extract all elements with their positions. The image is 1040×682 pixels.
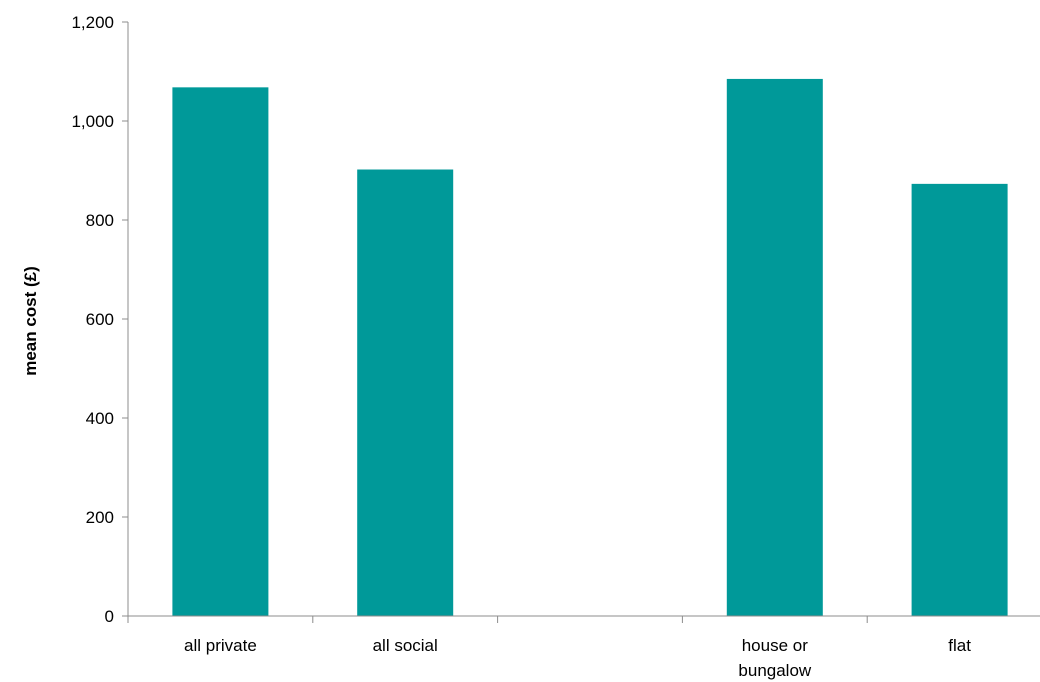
y-ticks: 0 200 400 600 800 1,000 1,200 — [71, 13, 128, 626]
bar — [726, 78, 823, 617]
x-tick-label: all social — [373, 636, 438, 655]
y-axis-title-group: mean cost (£) — [21, 266, 40, 376]
x-tick-label: bungalow — [738, 661, 812, 680]
bar — [911, 183, 1008, 617]
y-tick-label: 0 — [105, 607, 114, 626]
y-tick-label: 800 — [86, 211, 114, 230]
x-ticks: all private all social house or bungalow fla… — [127, 616, 971, 680]
x-tick-label: flat — [948, 636, 971, 655]
y-tick-label: 1,000 — [71, 112, 114, 131]
bar — [357, 169, 454, 616]
x-tick-label: all private — [184, 636, 257, 655]
y-tick-label: 200 — [86, 508, 114, 527]
bar — [172, 87, 269, 617]
x-tick-label: house or — [742, 636, 808, 655]
y-tick-label: 1,200 — [71, 13, 114, 32]
y-tick-label: 400 — [86, 409, 114, 428]
bars — [172, 78, 1008, 617]
y-tick-label: 600 — [86, 310, 114, 329]
y-axis-title: mean cost (£) — [21, 266, 40, 376]
